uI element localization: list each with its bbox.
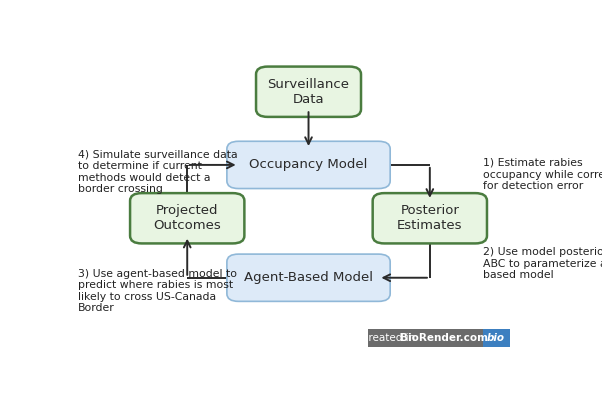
Text: 1) Estimate rabies
occupancy while correcting
for detection error: 1) Estimate rabies occupancy while corre… [483, 158, 602, 191]
FancyBboxPatch shape [227, 254, 390, 301]
Text: Projected
Outcomes: Projected Outcomes [154, 204, 221, 232]
Text: Occupancy Model: Occupancy Model [249, 158, 368, 171]
Text: 4) Simulate surveillance data
to determine if current
methods would detect a
bor: 4) Simulate surveillance data to determi… [78, 150, 237, 194]
Text: 3) Use agent-based model to
predict where rabies is most
likely to cross US-Cana: 3) Use agent-based model to predict wher… [78, 268, 237, 313]
FancyBboxPatch shape [368, 329, 483, 347]
Text: BioRender.com: BioRender.com [400, 333, 488, 343]
FancyBboxPatch shape [130, 193, 244, 244]
Text: Posterior
Estimates: Posterior Estimates [397, 204, 462, 232]
FancyBboxPatch shape [373, 193, 487, 244]
Text: 2) Use model posteriors and
ABC to parameterize agent-
based model: 2) Use model posteriors and ABC to param… [483, 247, 602, 280]
FancyBboxPatch shape [483, 329, 510, 347]
Text: bio: bio [487, 333, 505, 343]
Text: Surveillance
Data: Surveillance Data [267, 78, 350, 106]
Text: Agent-Based Model: Agent-Based Model [244, 271, 373, 284]
Text: Created in: Created in [361, 333, 418, 343]
FancyBboxPatch shape [256, 67, 361, 117]
FancyBboxPatch shape [227, 141, 390, 188]
